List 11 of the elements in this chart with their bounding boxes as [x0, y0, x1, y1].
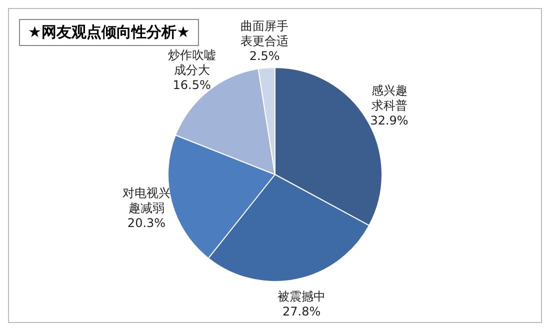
data-label: 20.3% [127, 216, 166, 230]
data-label: 27.8% [282, 304, 321, 318]
data-label: 32.9% [370, 114, 408, 128]
slice-label: 对电视兴趣减弱 [122, 186, 170, 215]
slice-label: 曲面屏手表更合适 [240, 19, 289, 48]
slice-label: 感兴趣求科普 [371, 84, 408, 113]
data-label: 16.5% [172, 78, 211, 92]
slice-label: 炒作吹嘘成分大 [168, 48, 216, 77]
slice-label: 被震撼中 [278, 289, 326, 304]
data-label: 2.5% [249, 49, 280, 64]
chart-title: ★网友观点倾向性分析★ [19, 19, 199, 46]
